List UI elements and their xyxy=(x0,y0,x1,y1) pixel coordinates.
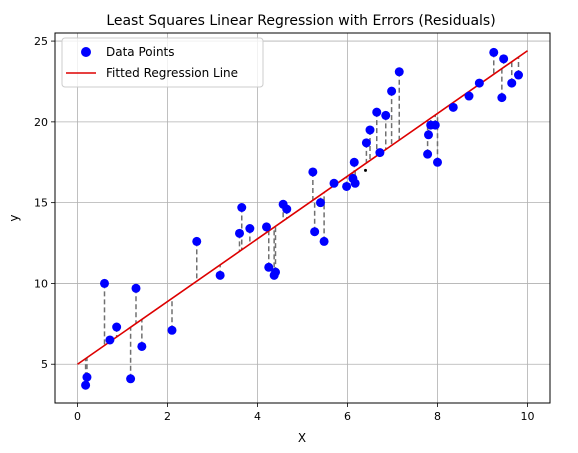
axis-ticks: 0 2 4 6 8 10 5 10 15 20 25 xyxy=(34,35,535,423)
data-point xyxy=(361,138,371,148)
data-point xyxy=(394,67,404,77)
x-tick-label: 4 xyxy=(254,410,261,423)
data-point xyxy=(137,341,147,351)
data-point xyxy=(245,224,255,234)
annotations xyxy=(364,168,367,172)
data-point xyxy=(423,149,433,159)
data-points xyxy=(81,47,523,390)
y-tick-label: 20 xyxy=(34,116,48,129)
y-tick-label: 25 xyxy=(34,35,48,48)
y-tick-label: 15 xyxy=(34,197,48,210)
data-point xyxy=(497,93,507,103)
data-point xyxy=(100,278,109,288)
data-point xyxy=(372,107,382,117)
legend-marker-data-points xyxy=(81,47,91,57)
data-point xyxy=(192,236,202,246)
data-point xyxy=(375,148,385,158)
data-point xyxy=(424,130,433,140)
data-point xyxy=(316,198,325,208)
data-point xyxy=(81,380,91,390)
data-point xyxy=(342,181,352,191)
data-point xyxy=(350,178,360,188)
data-point xyxy=(126,374,136,384)
data-point xyxy=(349,157,359,167)
data-point xyxy=(499,54,509,64)
plot-frame xyxy=(54,32,551,404)
data-point xyxy=(308,167,318,177)
annotation-dot xyxy=(364,168,367,172)
data-point xyxy=(474,78,484,88)
data-point xyxy=(319,236,329,246)
data-point xyxy=(310,227,320,237)
data-point xyxy=(82,372,92,382)
data-point xyxy=(387,86,397,96)
x-tick-label: 10 xyxy=(521,410,535,423)
y-axis-label: y xyxy=(7,214,21,221)
grid xyxy=(55,33,550,403)
data-point xyxy=(262,222,271,232)
chart-title: Least Squares Linear Regression with Err… xyxy=(106,13,495,29)
data-point xyxy=(464,91,474,101)
data-point xyxy=(237,202,247,212)
data-point xyxy=(514,70,523,80)
legend-label-data-points: Data Points xyxy=(106,45,175,59)
x-tick-label: 2 xyxy=(164,410,171,423)
data-point xyxy=(105,335,115,345)
data-point xyxy=(489,47,499,57)
legend: Data Points Fitted Regression Line xyxy=(61,37,264,88)
data-point xyxy=(507,78,517,88)
data-point xyxy=(131,283,141,293)
data-point xyxy=(235,228,244,238)
x-axis-label: X xyxy=(298,431,306,445)
x-tick-label: 0 xyxy=(74,410,81,423)
data-point xyxy=(448,102,458,112)
data-point xyxy=(365,125,375,135)
data-point xyxy=(271,267,280,277)
data-point xyxy=(329,178,339,188)
x-tick-label: 8 xyxy=(434,410,441,423)
legend-box xyxy=(61,37,264,88)
data-point xyxy=(112,322,122,332)
data-point xyxy=(215,270,225,280)
data-point xyxy=(433,157,442,167)
data-point xyxy=(282,204,292,214)
x-tick-label: 6 xyxy=(344,410,351,423)
y-tick-label: 10 xyxy=(34,277,48,290)
legend-label-regression-line: Fitted Regression Line xyxy=(106,66,238,80)
data-point xyxy=(264,262,274,272)
data-point xyxy=(430,120,440,130)
data-point xyxy=(167,325,177,335)
y-tick-label: 5 xyxy=(41,358,48,371)
data-point xyxy=(381,110,391,120)
